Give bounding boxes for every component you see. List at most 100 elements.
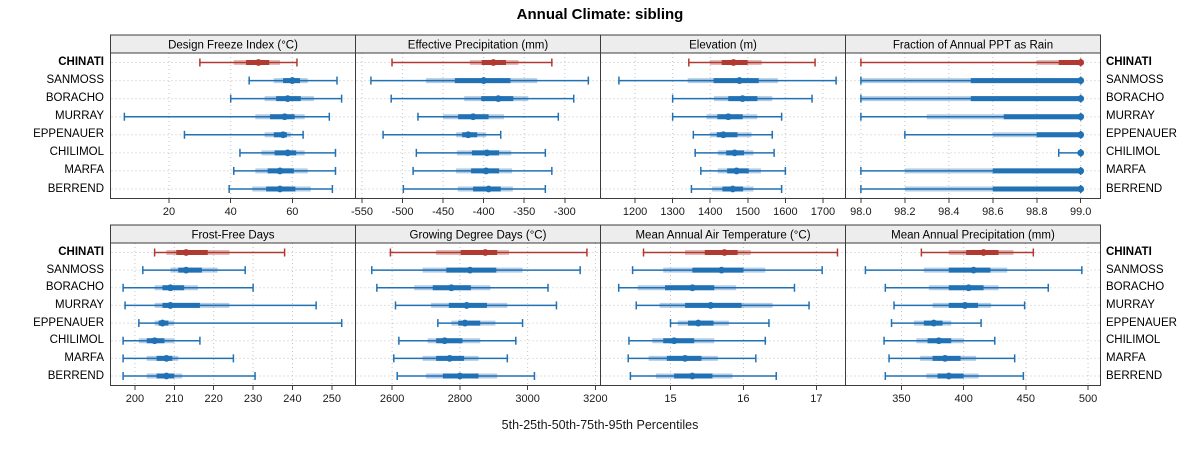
- median-dot: [688, 284, 696, 292]
- axis-tick-label: 1300: [660, 206, 684, 218]
- axis-tick-label: 2600: [380, 393, 404, 405]
- site-label-left-boracho: BORACHO: [45, 281, 104, 294]
- site-label-right-sanmoss: SANMOSS: [1106, 263, 1164, 276]
- series-marfa: [888, 354, 1016, 363]
- median-dot: [1077, 59, 1085, 66]
- series-marfa: [393, 354, 509, 363]
- axis-tick-label: 400: [954, 393, 972, 405]
- series-sanmoss: [860, 76, 1085, 85]
- median-dot: [276, 167, 284, 175]
- series-marfa: [700, 166, 787, 175]
- axis-tick-label: 1500: [736, 206, 760, 218]
- axis-tick-label: 220: [205, 393, 223, 405]
- median-dot: [463, 302, 471, 309]
- axis-tick-label: 3000: [515, 393, 539, 405]
- median-dot: [255, 59, 262, 66]
- median-dot: [446, 354, 454, 362]
- median-dot: [483, 149, 491, 157]
- axis-tick-label: 250: [323, 393, 341, 405]
- site-label-right-murray: MURRAY: [1106, 110, 1155, 123]
- site-label-right-boracho: BORACHO: [1106, 281, 1165, 294]
- site-label-right-eppenauer: EPPENAUER: [1106, 316, 1177, 329]
- series-eppenauer: [382, 130, 502, 139]
- median-dot: [182, 266, 190, 274]
- strip-title: Mean Annual Precipitation (mm): [891, 230, 1055, 242]
- strip-title: Frost-Free Days: [191, 230, 274, 242]
- median-dot: [970, 266, 978, 274]
- series-murray: [860, 112, 1085, 121]
- series-chilimol: [415, 148, 547, 157]
- median-dot: [485, 185, 492, 193]
- series-marfa: [627, 354, 757, 363]
- median-dot: [721, 249, 728, 256]
- axis-tick-label: 16: [737, 393, 749, 405]
- axis-tick-label: 60: [286, 206, 298, 218]
- series-sanmoss: [371, 266, 581, 275]
- site-label-left-marfa: MARFA: [64, 351, 104, 364]
- site-label-left-chinati: CHINATI: [58, 56, 104, 68]
- site-label-left-boracho: BORACHO: [45, 92, 104, 105]
- series-chilimol: [398, 336, 517, 345]
- median-dot: [469, 113, 477, 121]
- series-sanmoss: [618, 76, 837, 85]
- site-label-left-murray: MURRAY: [55, 298, 104, 311]
- series-chilimol: [122, 336, 201, 345]
- axis-tick-label: 1200: [623, 206, 647, 218]
- site-label-right-marfa: MARFA: [1106, 164, 1146, 177]
- median-dot: [447, 284, 455, 292]
- median-dot: [182, 249, 190, 256]
- strip-header: [844, 224, 1102, 244]
- series-eppenauer: [692, 130, 773, 139]
- series-eppenauer: [183, 130, 304, 139]
- median-dot: [1077, 113, 1085, 121]
- median-dot: [731, 149, 739, 157]
- median-dot: [466, 266, 474, 274]
- site-label-left-sanmoss: SANMOSS: [46, 74, 104, 87]
- median-dot: [965, 284, 973, 292]
- axis-tick-label: 98.8: [1026, 206, 1047, 218]
- median-dot: [482, 167, 490, 175]
- median-dot: [163, 354, 170, 362]
- series-chinati: [391, 58, 553, 67]
- panel-growing-degree-days-c: Growing Degree Days (°C) 2600 2800 3000 3200: [354, 224, 608, 405]
- series-marfa: [860, 166, 1085, 175]
- median-dot: [281, 113, 289, 121]
- median-dot: [1077, 77, 1085, 84]
- median-dot: [733, 167, 740, 175]
- panel-border: [844, 52, 1102, 200]
- series-sanmoss: [370, 76, 590, 85]
- median-dot: [163, 372, 170, 380]
- series-boracho: [390, 94, 575, 103]
- strip-title: Fraction of Annual PPT as Rain: [893, 40, 1053, 52]
- median-dot: [284, 149, 292, 157]
- axis-tick-label: -300: [554, 206, 576, 218]
- axis-tick-label: -400: [473, 206, 495, 218]
- axis-tick-label: 240: [283, 393, 301, 405]
- chart-title: Annual Climate: sibling: [516, 6, 684, 23]
- median-dot: [681, 354, 689, 362]
- series-eppenauer: [669, 319, 770, 328]
- axis-tick-label: -500: [392, 206, 414, 218]
- series-murray: [671, 112, 783, 121]
- series-marfa: [122, 354, 235, 363]
- median-dot: [688, 372, 696, 380]
- series-eppenauer: [890, 319, 982, 328]
- site-label-right-chilimol: CHILIMOL: [1106, 334, 1161, 347]
- series-sanmoss: [248, 76, 338, 85]
- series-boracho: [671, 94, 813, 103]
- site-label-left-chinati: CHINATI: [58, 246, 104, 258]
- axis-tick-label: -550: [351, 206, 373, 218]
- axis-tick-label: 17: [810, 393, 822, 405]
- series-chilimol: [694, 148, 775, 157]
- median-dot: [707, 302, 715, 309]
- series-chilimol: [239, 148, 337, 157]
- series-chilimol: [628, 336, 767, 345]
- series-chilimol: [1057, 148, 1085, 157]
- median-dot: [481, 249, 489, 256]
- axis-tick-label: 98.4: [938, 206, 959, 218]
- panel-frost-free-days: Frost-Free Days 200 210 220 230 240 250: [109, 224, 357, 405]
- series-chinati: [389, 248, 588, 257]
- median-dot: [276, 185, 284, 193]
- series-boracho: [884, 283, 1050, 292]
